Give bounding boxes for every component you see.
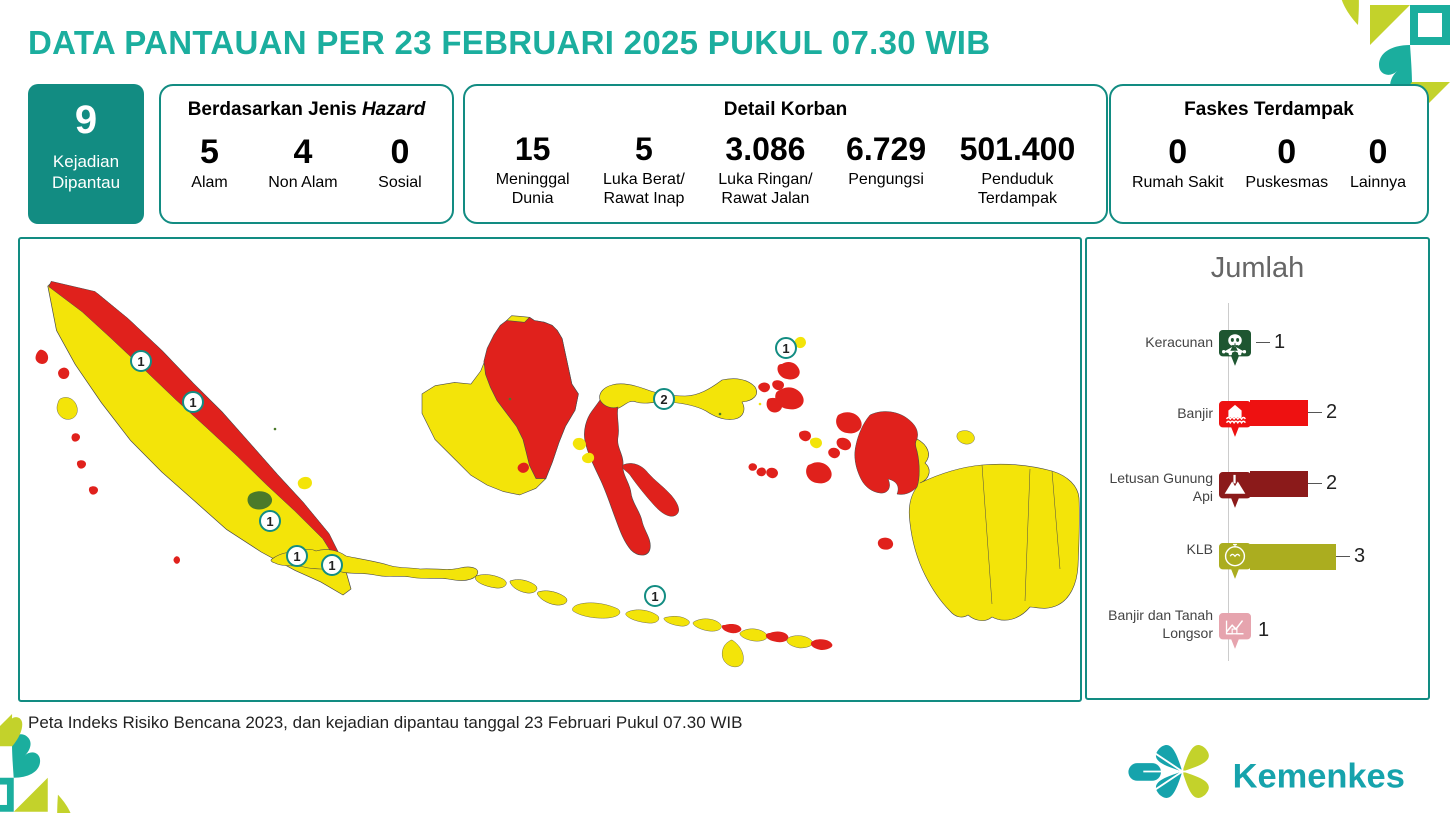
svg-text:Kemenkes: Kemenkes: [1233, 757, 1405, 795]
